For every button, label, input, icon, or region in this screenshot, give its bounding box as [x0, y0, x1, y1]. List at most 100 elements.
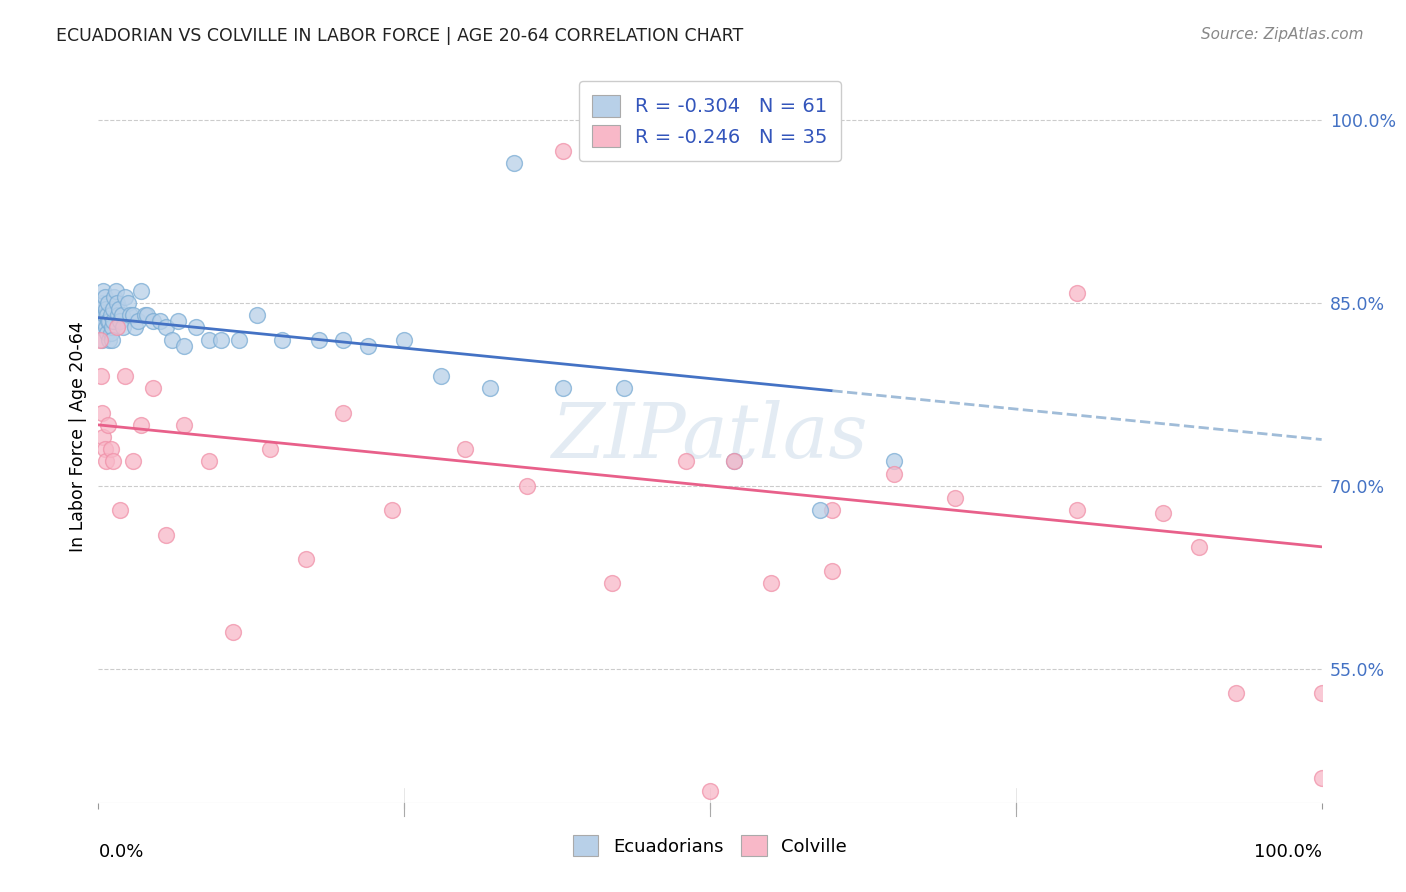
Point	[120, 308, 142, 322]
Point	[89, 333, 111, 347]
Text: 0.0%: 0.0%	[98, 843, 143, 861]
Point	[121, 454, 143, 468]
Point	[1225, 686, 1247, 700]
Point	[103, 290, 125, 304]
Point	[110, 503, 132, 517]
Point	[222, 625, 245, 640]
Point	[101, 454, 124, 468]
Point	[100, 326, 122, 341]
Point	[142, 314, 165, 328]
Point	[96, 308, 118, 322]
Point	[821, 503, 844, 517]
Point	[246, 308, 269, 322]
Point	[186, 320, 208, 334]
Point	[121, 308, 143, 322]
Text: ZIPatlas: ZIPatlas	[551, 401, 869, 474]
Point	[129, 417, 152, 432]
Point	[228, 333, 250, 347]
Point	[160, 333, 183, 347]
Point	[259, 442, 281, 457]
Point	[110, 314, 132, 328]
Point	[107, 308, 129, 322]
Point	[97, 296, 120, 310]
Point	[91, 333, 114, 347]
Point	[270, 333, 294, 347]
Legend: Ecuadorians, Colville: Ecuadorians, Colville	[562, 824, 858, 867]
Point	[454, 442, 477, 457]
Point	[883, 467, 905, 481]
Point	[197, 454, 219, 468]
Point	[100, 442, 122, 457]
Point	[111, 308, 134, 322]
Point	[332, 333, 354, 347]
Point	[1188, 540, 1211, 554]
Point	[127, 314, 149, 328]
Point	[93, 308, 115, 322]
Point	[332, 406, 354, 420]
Point	[108, 302, 131, 317]
Text: Source: ZipAtlas.com: Source: ZipAtlas.com	[1201, 27, 1364, 42]
Point	[94, 454, 117, 468]
Text: ECUADORIAN VS COLVILLE IN LABOR FORCE | AGE 20-64 CORRELATION CHART: ECUADORIAN VS COLVILLE IN LABOR FORCE | …	[56, 27, 744, 45]
Point	[308, 333, 330, 347]
Point	[430, 369, 453, 384]
Point	[675, 454, 697, 468]
Point	[1152, 506, 1174, 520]
Point	[155, 320, 177, 334]
Point	[100, 308, 122, 322]
Point	[553, 144, 575, 158]
Point	[93, 290, 115, 304]
Point	[943, 491, 966, 505]
Point	[381, 503, 404, 517]
Point	[97, 314, 120, 328]
Point	[94, 320, 117, 334]
Point	[91, 314, 114, 328]
Point	[1310, 686, 1333, 700]
Point	[90, 369, 112, 384]
Point	[613, 381, 636, 395]
Point	[124, 320, 146, 334]
Point	[723, 454, 745, 468]
Point	[553, 381, 575, 395]
Point	[105, 296, 128, 310]
Point	[197, 333, 219, 347]
Point	[155, 527, 177, 541]
Point	[90, 302, 112, 317]
Y-axis label: In Labor Force | Age 20-64: In Labor Force | Age 20-64	[69, 322, 87, 552]
Point	[1066, 503, 1088, 517]
Point	[167, 314, 190, 328]
Point	[478, 381, 501, 395]
Point	[761, 576, 783, 591]
Point	[1310, 772, 1333, 786]
Point	[101, 302, 124, 317]
Point	[136, 308, 159, 322]
Point	[392, 333, 416, 347]
Point	[699, 783, 721, 797]
Point	[515, 479, 537, 493]
Point	[295, 552, 318, 566]
Point	[91, 406, 114, 420]
Point	[129, 284, 152, 298]
Point	[101, 333, 124, 347]
Point	[101, 314, 124, 328]
Point	[173, 339, 195, 353]
Point	[105, 320, 128, 334]
Point	[97, 417, 120, 432]
Point	[1066, 286, 1088, 301]
Point	[149, 314, 172, 328]
Point	[93, 442, 115, 457]
Point	[98, 333, 121, 347]
Point	[101, 320, 124, 334]
Point	[173, 417, 195, 432]
Point	[98, 314, 121, 328]
Point	[883, 454, 905, 468]
Point	[114, 369, 136, 384]
Point	[94, 302, 117, 317]
Point	[821, 564, 844, 578]
Point	[503, 156, 526, 170]
Point	[91, 284, 114, 298]
Point	[114, 290, 136, 304]
Point	[723, 454, 745, 468]
Point	[117, 296, 139, 310]
Text: 100.0%: 100.0%	[1254, 843, 1322, 861]
